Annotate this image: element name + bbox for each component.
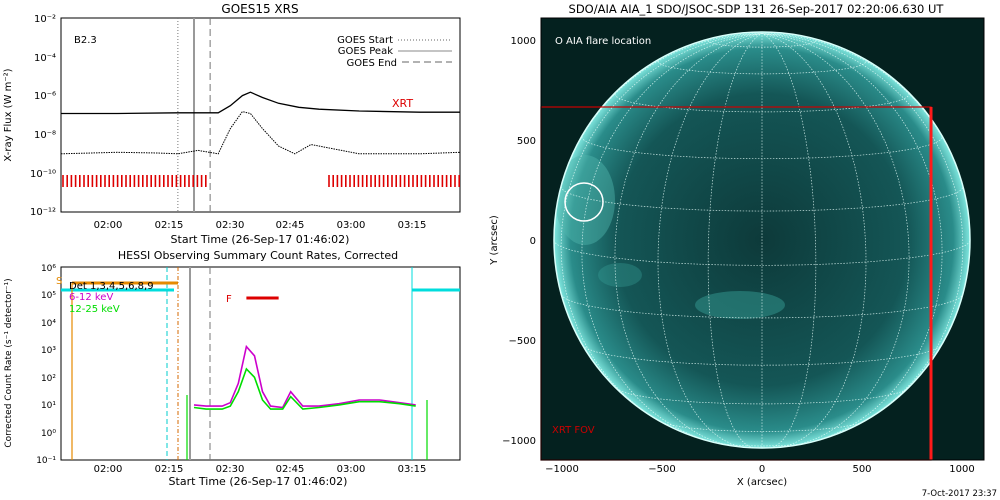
aia-xtick-0: −1000	[545, 464, 579, 475]
goes-legend-end: GOES End	[347, 58, 397, 69]
hessi-ytick-1: 10⁵	[41, 291, 56, 301]
hessi-plot-frame	[60, 266, 461, 461]
hessi-6-12kev-line	[193, 344, 416, 409]
goes-title: GOES15 XRS	[221, 2, 298, 16]
aia-y-ticks: 1000 500 0 −500 −1000	[502, 36, 536, 447]
goes-xtick-5: 03:15	[398, 220, 427, 231]
aia-image-frame	[540, 17, 985, 461]
hessi-xtick-3: 02:45	[276, 464, 305, 475]
grid-latitude-line	[560, 186, 964, 212]
hessi-ytick-4: 10²	[41, 374, 56, 384]
aia-ytick-3: −500	[509, 336, 536, 347]
active-region-southeast	[598, 263, 642, 287]
goes-x-ticks: 02:00 02:15 02:30 02:45 03:00 03:15	[94, 220, 427, 231]
goes-ytick-5: 10⁻¹²	[30, 207, 56, 218]
grid-longitude-line	[707, 33, 763, 448]
hessi-xtick-2: 02:30	[216, 464, 245, 475]
aia-xtick-3: 500	[852, 464, 871, 475]
aia-y-axis-label: Y (arcsec)	[489, 215, 500, 266]
goes-y-axis-label: X-ray Flux (W m⁻²)	[3, 68, 14, 161]
hessi-x-axis-label: Start Time (26-Sep-17 01:46:02)	[169, 475, 348, 488]
goes-ytick-3: 10⁻⁸	[34, 130, 56, 141]
xrt-fov-label: XRT FOV	[552, 425, 595, 436]
hessi-legend: S Det 1,3,4,5,6,8,9 6-12 keV 12-25 keV F	[56, 276, 232, 315]
active-region-east-limb	[555, 155, 615, 245]
goes-xtick-3: 02:45	[276, 220, 305, 231]
hessi-ytick-5: 10¹	[41, 401, 56, 411]
sun-limb	[553, 31, 971, 449]
aia-footer-date: 7-Oct-2017 23:37	[922, 489, 997, 499]
aia-x-axis-label: X (arcsec)	[737, 477, 787, 488]
aia-flare-location-marker[interactable]	[564, 182, 604, 222]
grid-longitude-line	[657, 33, 763, 448]
goes-xtick-1: 02:15	[155, 220, 184, 231]
grid-latitude-line	[616, 388, 908, 405]
goes-plot-area	[61, 18, 460, 212]
hessi-xtick-5: 03:15	[398, 464, 427, 475]
hessi-series-label-low: 6-12 keV	[69, 292, 113, 303]
goes-ytick-0: 10⁻²	[34, 14, 56, 25]
hessi-ytick-7: 10⁻¹	[36, 456, 56, 466]
aia-ytick-2: 0	[530, 236, 536, 247]
grid-longitude-line	[761, 33, 867, 448]
aia-ytick-4: −1000	[502, 436, 536, 447]
goes-xtick-4: 03:00	[337, 220, 366, 231]
active-region-southwest	[695, 291, 785, 319]
goes-plot-frame	[60, 17, 461, 213]
hessi-ytick-0: 10⁶	[41, 264, 56, 274]
goes-xtick-0: 02:00	[94, 220, 123, 231]
grid-longitude-line	[761, 33, 817, 448]
aia-ytick-0: 1000	[511, 36, 536, 47]
goes-legend-start: GOES Start	[337, 35, 393, 46]
hessi-xtick-1: 02:15	[155, 464, 184, 475]
goes-y-ticks: 10⁻² 10⁻⁴ 10⁻⁶ 10⁻⁸ 10⁻¹⁰ 10⁻¹²	[30, 14, 56, 218]
sun-active-regions	[555, 155, 785, 319]
hessi-f-label: F	[226, 294, 232, 305]
hessi-plot-area	[61, 267, 460, 460]
aia-ytick-1: 500	[517, 136, 536, 147]
hessi-s-label: S	[56, 276, 62, 287]
hessi-ytick-2: 10⁴	[41, 319, 56, 329]
hessi-x-ticks: 02:00 02:15 02:30 02:45 03:00 03:15	[94, 464, 427, 475]
goes-legend-peak: GOES Peak	[338, 46, 393, 57]
grid-longitude-line	[560, 33, 763, 428]
hessi-title: HESSI Observing Summary Count Rates, Cor…	[118, 249, 398, 262]
hessi-12-25kev-line	[193, 367, 416, 410]
hessi-ytick-6: 10⁰	[41, 429, 56, 439]
goes-x-axis-label: Start Time (26-Sep-17 01:46:02)	[171, 233, 350, 246]
grid-latitude-line	[582, 345, 942, 366]
grid-latitude-line	[661, 421, 863, 432]
goes-ytick-2: 10⁻⁶	[34, 91, 56, 102]
hessi-xtick-0: 02:00	[94, 464, 123, 475]
grid-longitude-line	[581, 33, 763, 444]
goes-ytick-4: 10⁻¹⁰	[30, 169, 56, 180]
goes-class-label: B2.3	[74, 35, 97, 46]
grid-latitude-line	[707, 40, 817, 48]
grid-longitude-line	[761, 33, 943, 444]
aia-xtick-4: 1000	[949, 464, 974, 475]
hessi-y-axis-label: Corrected Count Rate (s⁻¹ detector⁻¹)	[4, 278, 14, 447]
aia-flare-legend: O AIA flare location	[555, 36, 651, 47]
goes-short-channel-line	[61, 111, 460, 155]
aia-title: SDO/AIA AIA_1 SDO/JSOC-SDP 131 26-Sep-20…	[569, 2, 945, 16]
hessi-det-label: Det 1,3,4,5,6,8,9	[69, 281, 154, 292]
goes-ytick-1: 10⁻⁴	[34, 53, 56, 64]
hessi-xtick-4: 03:00	[337, 464, 366, 475]
grid-latitude-line	[657, 61, 867, 75]
hessi-ytick-3: 10³	[41, 346, 56, 356]
hessi-series-label-high: 12-25 keV	[69, 304, 120, 315]
aia-x-ticks: −1000 −500 0 500 1000	[545, 464, 975, 475]
goes-xtick-2: 02:30	[216, 220, 245, 231]
goes-legend: GOES Start GOES Peak GOES End	[337, 35, 452, 69]
hessi-y-ticks: 10⁶ 10⁵ 10⁴ 10³ 10² 10¹ 10⁰ 10⁻¹	[36, 264, 56, 466]
goes-long-channel-line	[61, 91, 460, 115]
grid-longitude-line	[761, 33, 964, 428]
aia-xtick-1: −500	[648, 464, 675, 475]
goes-xrt-label: XRT	[392, 97, 413, 110]
aia-xtick-2: 0	[759, 464, 765, 475]
